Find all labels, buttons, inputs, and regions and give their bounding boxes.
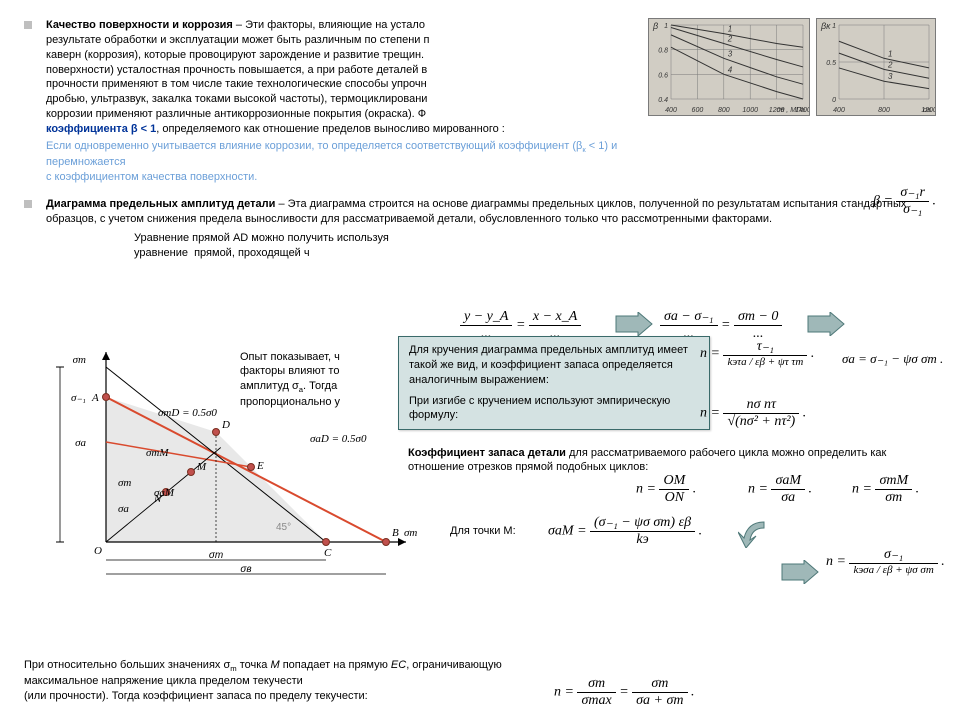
svg-text:2: 2 xyxy=(887,60,893,69)
footer: При относительно больших значениях σm то… xyxy=(24,658,936,704)
svg-text:0.5: 0.5 xyxy=(826,60,836,67)
sad-label: σaD = 0.5σ0 xyxy=(310,432,366,446)
svg-text:A: A xyxy=(91,392,99,404)
svg-text:M: M xyxy=(196,461,207,473)
svg-text:σa: σa xyxy=(118,503,129,515)
section1-title: Качество поверхности и коррозия xyxy=(46,19,233,31)
formula-ntau: n = τ₋₁kэτa / εβ + ψτ τm . xyxy=(700,340,814,368)
svg-text:1: 1 xyxy=(832,23,836,30)
svg-text:1: 1 xyxy=(888,49,892,58)
svg-text:O: O xyxy=(94,545,102,557)
svg-text:σв , МПа: σв , МПа xyxy=(776,107,805,114)
svg-text:400: 400 xyxy=(833,107,845,114)
svg-text:σв: σв xyxy=(240,564,251,575)
formula-nsa: n = σaMσa . xyxy=(748,474,812,505)
svg-text:1: 1 xyxy=(664,23,668,30)
svg-text:σ₋₁: σ₋₁ xyxy=(71,392,86,404)
formula-sigmaa: σa = σ₋₁ − ψσ σm . xyxy=(842,350,943,368)
svg-text:C: C xyxy=(324,547,332,559)
svg-text:800: 800 xyxy=(878,107,890,114)
arrow-right-icon xyxy=(806,312,846,336)
chart-betak: 400800120000.51123βкσв xyxy=(816,18,936,116)
svg-text:σа: σа xyxy=(75,437,86,449)
formula-nOM: n = OMON . xyxy=(636,474,696,505)
callout-box: Для кручения диаграмма предельных амплит… xyxy=(398,336,710,430)
svg-text:600: 600 xyxy=(692,107,704,114)
svg-text:σmM: σmM xyxy=(146,447,169,459)
formula-beta: β = σ₋₁rσ₋₁ . xyxy=(873,186,936,217)
svg-text:β: β xyxy=(652,21,658,31)
section2-title: Диаграмма предельных амплитуд детали xyxy=(46,198,275,210)
svg-text:3: 3 xyxy=(888,72,893,81)
bullet-icon xyxy=(24,21,32,29)
svg-text:4: 4 xyxy=(728,65,733,74)
footer-text: При относительно больших значениях σm то… xyxy=(24,658,544,704)
pointM-label: Для точки M: xyxy=(450,524,516,538)
arrow-right-icon xyxy=(780,560,820,584)
svg-text:E: E xyxy=(256,460,264,472)
arrow-right-icon xyxy=(614,312,654,336)
section2: Диаграмма предельных амплитуд детали – Э… xyxy=(24,197,936,227)
svg-text:800: 800 xyxy=(718,107,730,114)
svg-text:σaM: σaM xyxy=(154,487,175,499)
svg-text:0: 0 xyxy=(832,97,836,104)
coeff-bold: коэффициента β < 1 xyxy=(46,123,156,135)
exp-text: Опыт показывает, чфакторы влияют тоампли… xyxy=(240,350,390,409)
svg-text:3: 3 xyxy=(728,49,733,58)
svg-text:B: B xyxy=(392,527,399,539)
svg-text:1000: 1000 xyxy=(742,107,758,114)
section1: Качество поверхности и коррозия – Эти фа… xyxy=(24,18,642,185)
svg-text:400: 400 xyxy=(665,107,677,114)
svg-text:2: 2 xyxy=(727,35,733,44)
svg-text:0.8: 0.8 xyxy=(658,48,668,55)
svg-text:45°: 45° xyxy=(276,522,291,533)
formula-sigmaNm: σaM = (σ₋₁ − ψσ σm) εβkэ . xyxy=(548,516,702,547)
coeff-rest: , определяемого как отношение пределов в… xyxy=(156,123,505,135)
formula-nsm: n = σmMσm . xyxy=(852,474,919,505)
formula-nyield: n = σтσmax = σтσa + σm . xyxy=(554,677,695,708)
formula-ncombo: n = nσ nτ√(nσ² + nτ²) . xyxy=(700,398,806,429)
svg-text:βк: βк xyxy=(820,21,831,31)
svg-text:σm: σm xyxy=(404,527,417,539)
chart-beta: 4006008001000120014000.40.60.811234βσв ,… xyxy=(648,18,810,116)
svg-text:1: 1 xyxy=(728,25,732,34)
smd-label: σmD = 0.5σ0 xyxy=(158,406,217,420)
svg-text:σт: σт xyxy=(73,354,86,366)
svg-text:σв: σв xyxy=(923,107,931,114)
eq-line-text: Уравнение прямой AD можно получить испол… xyxy=(134,231,936,261)
formula-nfinal: n = σ₋₁kэσa / εβ + ψσ σm . xyxy=(826,548,945,576)
koef-para: Коэффициент запаса детали для рассматрив… xyxy=(408,446,928,475)
arrow-curve-icon xyxy=(738,518,768,548)
svg-text:D: D xyxy=(221,419,230,431)
svg-text:σт: σт xyxy=(209,550,223,561)
bullet-icon xyxy=(24,200,32,208)
svg-text:0.6: 0.6 xyxy=(658,72,668,79)
callout-l1: Для кручения диаграмма предельных амплит… xyxy=(409,343,699,388)
callout-l2: При изгибе с кручением используют эмпири… xyxy=(409,394,699,424)
svg-text:0.4: 0.4 xyxy=(658,97,668,104)
section1-body: – Эти факторы, влияющие на усталорезульт… xyxy=(46,19,429,120)
svg-text:σm: σm xyxy=(118,477,131,489)
blue-note: Если одновременно учитывается влияние ко… xyxy=(46,139,642,185)
